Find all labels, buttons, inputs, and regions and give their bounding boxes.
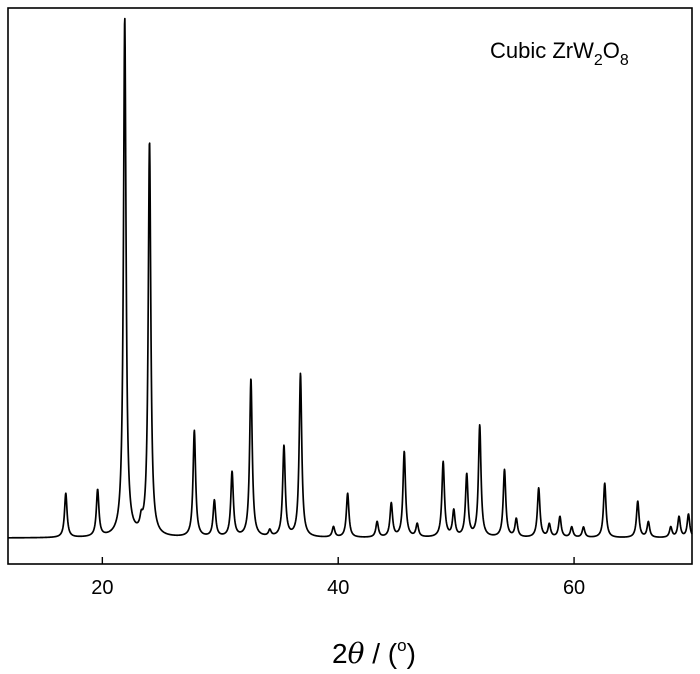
x-axis-title: 2θ / (o) (332, 636, 416, 670)
x-axis-title-theta: θ (348, 637, 365, 670)
x-axis-title-slash: / ( (364, 638, 397, 669)
x-axis-title-prefix: 2 (332, 638, 348, 669)
legend-label: Cubic ZrW2O8 (490, 38, 629, 69)
x-tick-label-20: 20 (91, 577, 113, 599)
plot-frame (7, 7, 693, 565)
legend-label-text2: O (603, 38, 620, 63)
x-axis-ticks (101, 557, 575, 564)
legend-label-text: Cubic ZrW (490, 38, 594, 63)
x-axis-title-close: ) (407, 638, 416, 669)
x-axis-tick-labels: 20 40 60 (91, 577, 585, 599)
legend-label-sub1: 2 (594, 52, 603, 69)
diffraction-pattern-line (7, 17, 693, 539)
x-tick-label-60: 60 (563, 577, 585, 599)
legend-label-sub2: 8 (620, 52, 629, 69)
x-tick-label-40: 40 (327, 577, 349, 599)
x-axis-title-degree: o (397, 636, 406, 655)
